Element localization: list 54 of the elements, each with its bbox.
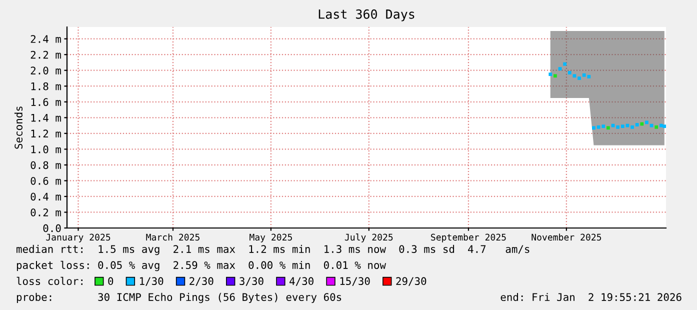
y-axis-title: Seconds — [14, 106, 23, 149]
point — [592, 126, 596, 130]
y-tick-label: 2.4 m — [30, 35, 61, 43]
point — [602, 124, 606, 128]
point — [572, 74, 576, 78]
point — [662, 124, 666, 128]
x-tick-label: March 2025 — [146, 234, 200, 241]
point — [587, 74, 591, 78]
point — [578, 76, 581, 80]
text: packet loss: 0.05 % avg 2.59 % max 0.00 % min 0.01 % now — [16, 260, 386, 272]
x-tick-label: September 2025 — [431, 234, 506, 242]
y-tick-label: 0.2 m — [30, 208, 61, 216]
text: probe: 30 ICMP Echo Pings (56 Bytes) every 60s — [16, 292, 342, 304]
point — [635, 123, 639, 126]
point — [563, 62, 567, 66]
legend-label: 15/30 — [340, 277, 370, 286]
point — [620, 124, 624, 128]
point — [606, 126, 610, 130]
point — [645, 120, 648, 124]
y-tick-label: 0.8 m — [30, 161, 61, 170]
legend-label: 29/30 — [396, 277, 426, 286]
point — [553, 74, 557, 78]
point — [582, 73, 586, 77]
y-tick-label: 2.2 m — [30, 50, 61, 59]
point — [654, 125, 658, 129]
y-tick-label: 2.0 m — [30, 66, 61, 74]
y-tick-label: 1.0 m — [31, 145, 61, 154]
legend-label: 4/30 — [290, 277, 314, 286]
point — [596, 125, 600, 129]
legend-label: 1/30 — [140, 277, 164, 286]
y-tick-label: 0.4 m — [30, 192, 61, 201]
y-tick-label: 0.0 — [43, 224, 61, 232]
text: median rtt: 1.5 ms avg 2.1 ms max 1.2 ms min 1.3 ms now 0.3 ms sd 4.7 am/s — [16, 244, 530, 256]
legend-label: 3/30 — [240, 277, 264, 286]
x-tick-label: May 2025 — [250, 234, 292, 242]
x-tick-label: November 2025 — [532, 234, 602, 241]
y-tick-label: 1.6 m — [31, 98, 61, 106]
y-tick-label: 1.8 m — [31, 82, 61, 90]
y-tick-label: 1.4 m — [31, 114, 61, 122]
y-tick-label: 0.6 m — [30, 176, 61, 185]
legend-label: 0 — [108, 277, 114, 286]
x-tick-label: July 2025 — [344, 234, 393, 242]
point — [558, 67, 562, 70]
point — [640, 122, 644, 126]
x-tick-label: January 2025 — [46, 234, 110, 242]
text: end: Fri Jan 2 19:55:21 2026 — [500, 292, 682, 302]
point — [616, 125, 620, 129]
point — [548, 72, 552, 76]
point — [568, 71, 572, 74]
legend-label: 2/30 — [190, 277, 214, 286]
chart-title: Last 360 Days — [318, 9, 414, 22]
text: loss color: — [16, 276, 82, 286]
point — [630, 125, 634, 129]
y-tick-label: 1.2 m — [31, 130, 61, 138]
